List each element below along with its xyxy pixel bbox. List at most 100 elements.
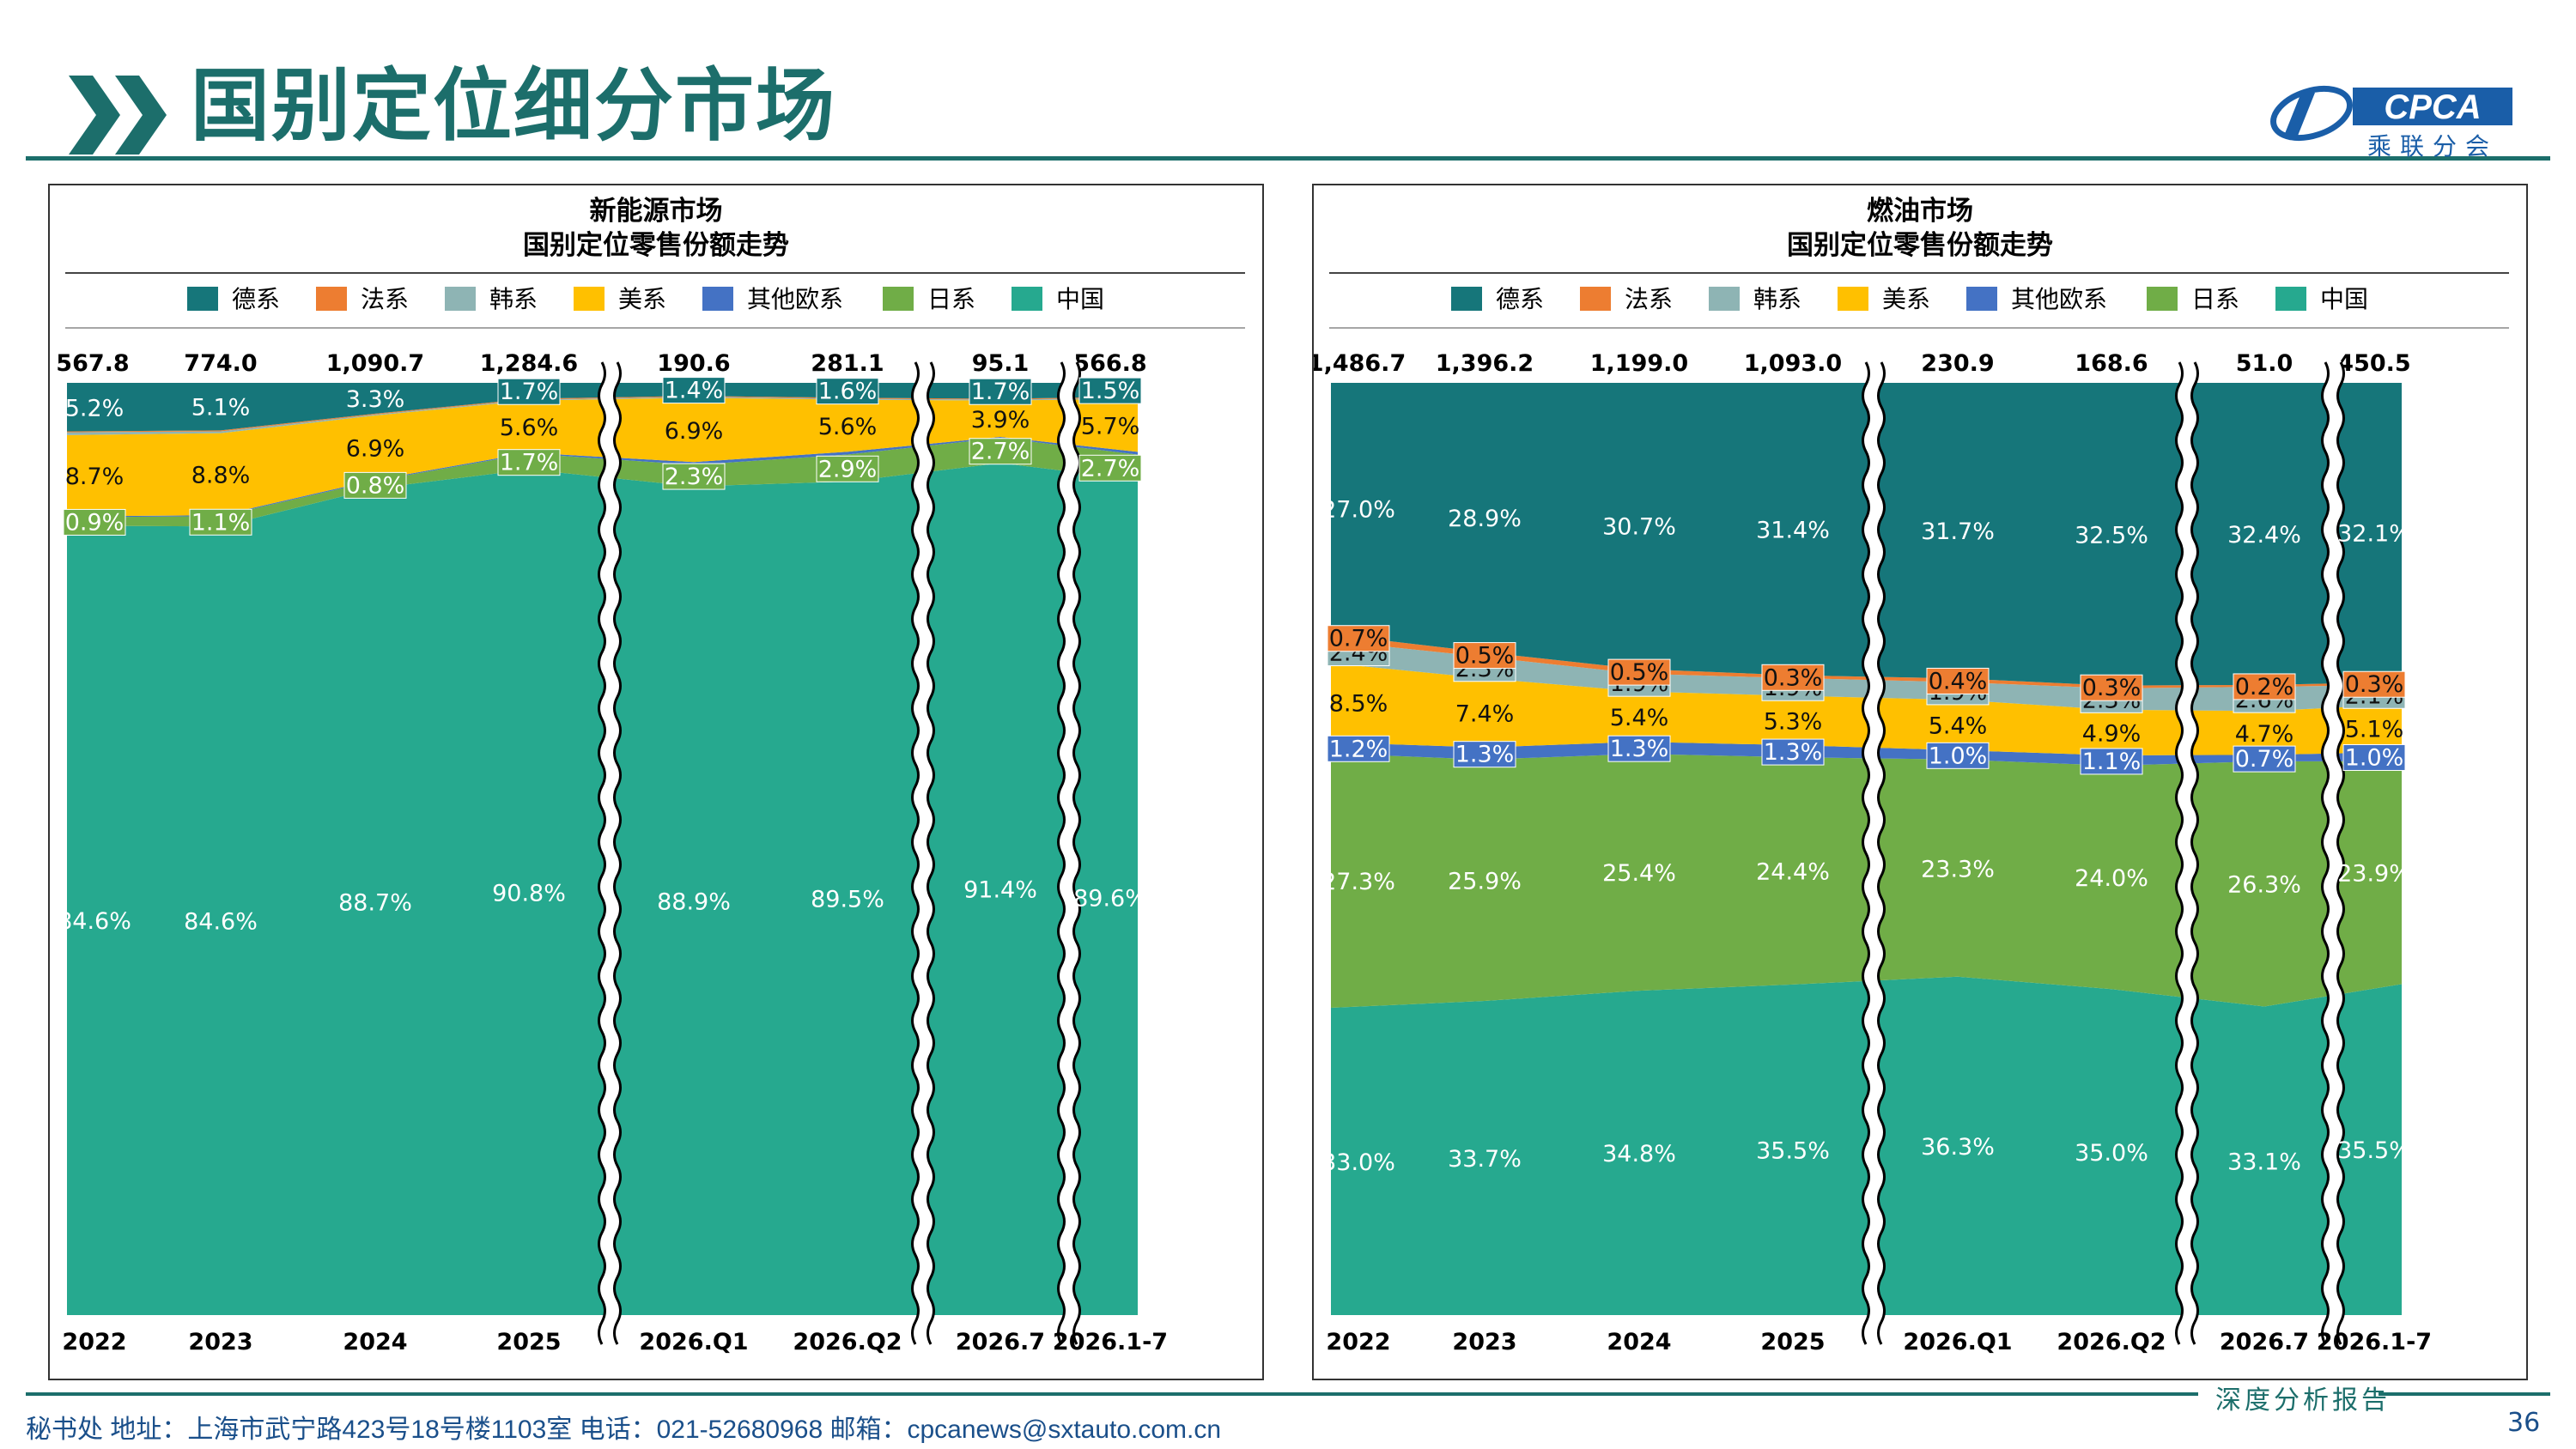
legend-label: 韩系 bbox=[1753, 285, 1801, 313]
axis-break-line bbox=[2190, 361, 2199, 1345]
data-label: 0.7% bbox=[2235, 746, 2294, 773]
data-label: 24.4% bbox=[1756, 858, 1830, 885]
total-label: 1,090.7 bbox=[326, 350, 424, 377]
data-label: 0.3% bbox=[2345, 671, 2404, 698]
data-label: 36.3% bbox=[1921, 1134, 1995, 1161]
label-box bbox=[1453, 642, 1516, 670]
chart-subtitle: 国别定位零售份额走势 bbox=[523, 230, 789, 261]
logo-text: CPCA bbox=[2384, 88, 2481, 126]
data-label: 0.5% bbox=[1455, 643, 1515, 670]
legend-swatch bbox=[316, 287, 347, 311]
x-tick-label: 2025 bbox=[1760, 1329, 1825, 1355]
data-label: 0.7% bbox=[1329, 626, 1388, 652]
legend-label: 日系 bbox=[927, 285, 975, 313]
axis-break-line bbox=[2321, 361, 2330, 1345]
total-label: 1,199.0 bbox=[1590, 350, 1688, 377]
total-label: 51.0 bbox=[2236, 350, 2293, 377]
data-label: 90.8% bbox=[492, 880, 566, 906]
data-label: 1.3% bbox=[1610, 736, 1669, 762]
label-box bbox=[1327, 735, 1390, 762]
data-label: 8.7% bbox=[65, 464, 125, 490]
label-box bbox=[969, 438, 1032, 465]
label-box bbox=[1607, 658, 1671, 686]
data-label: 35.5% bbox=[2337, 1137, 2411, 1164]
label-box bbox=[1327, 625, 1390, 652]
data-label: 89.6% bbox=[1073, 885, 1147, 912]
data-label: 2.9% bbox=[818, 456, 878, 482]
data-label: 30.7% bbox=[1602, 514, 1676, 541]
legend-label: 美系 bbox=[1882, 285, 1930, 313]
legend-swatch bbox=[702, 287, 733, 311]
legend-swatch bbox=[883, 287, 914, 311]
data-label: 35.5% bbox=[1756, 1137, 1830, 1164]
label-box bbox=[816, 378, 879, 405]
footer-contact: 秘书处 地址：上海市武宁路423号18号楼1103室 电话：021-526809… bbox=[26, 1416, 1222, 1444]
legend-swatch bbox=[187, 287, 218, 311]
data-label: 1.2% bbox=[1329, 736, 1388, 762]
data-label: 89.5% bbox=[811, 887, 884, 913]
label-box bbox=[1761, 664, 1825, 691]
x-tick-label: 2022 bbox=[1326, 1329, 1390, 1355]
data-label: 31.7% bbox=[1921, 518, 1995, 545]
total-label: 450.5 bbox=[2337, 350, 2410, 377]
label-box bbox=[1453, 741, 1516, 768]
label-box bbox=[662, 463, 726, 490]
data-label: 3.9% bbox=[971, 407, 1030, 433]
total-label: 1,486.7 bbox=[1314, 350, 1406, 377]
total-label: 168.6 bbox=[2075, 350, 2148, 377]
axis-break-line bbox=[1862, 361, 1870, 1345]
label-box bbox=[1926, 667, 1990, 694]
data-label: 5.1% bbox=[191, 395, 251, 421]
nev-chart-panel: 新能源市场 国别定位零售份额走势 德系 法系 韩系 美系 其他欧系 日系 中国 567.8 774.… bbox=[48, 184, 1264, 1380]
legend: 德系 法系 韩系 美系 其他欧系 日系 中国 bbox=[187, 285, 1104, 313]
chart-title: 新能源市场 bbox=[590, 196, 723, 227]
legend-label: 法系 bbox=[361, 285, 409, 313]
data-label: 0.4% bbox=[1929, 668, 1988, 694]
x-tick-label: 2026.Q1 bbox=[639, 1329, 748, 1355]
legend-swatch bbox=[1451, 287, 1482, 311]
axis-break-line bbox=[1877, 361, 1886, 1345]
data-label: 1.6% bbox=[818, 379, 878, 405]
data-label: 26.3% bbox=[2227, 872, 2301, 899]
label-box bbox=[497, 378, 561, 405]
label-box bbox=[1761, 738, 1825, 766]
x-tick-label: 2024 bbox=[343, 1329, 407, 1355]
x-tick-label: 2024 bbox=[1607, 1329, 1671, 1355]
axis-break-line bbox=[2336, 361, 2345, 1345]
legend-label: 其他欧系 bbox=[747, 285, 843, 313]
data-label: 32.4% bbox=[2227, 522, 2301, 549]
footer-divider bbox=[26, 1392, 2198, 1396]
data-label: 1.4% bbox=[665, 378, 724, 404]
data-label: 5.1% bbox=[2345, 716, 2404, 743]
data-label: 5.7% bbox=[1081, 413, 1140, 440]
data-label: 23.9% bbox=[2337, 861, 2411, 888]
data-label: 25.9% bbox=[1448, 868, 1522, 894]
legend-label: 中国 bbox=[2320, 285, 2368, 313]
data-label: 33.0% bbox=[1321, 1149, 1395, 1176]
data-label: 1.0% bbox=[1929, 743, 1988, 769]
data-label: 33.1% bbox=[2227, 1149, 2301, 1175]
legend-swatch bbox=[2275, 287, 2306, 311]
label-box bbox=[343, 471, 407, 499]
legend-swatch bbox=[1838, 287, 1868, 311]
data-label: 0.5% bbox=[1610, 659, 1669, 686]
data-label: 27.3% bbox=[1321, 869, 1395, 895]
legend-swatch bbox=[574, 287, 605, 311]
label-box bbox=[2233, 745, 2296, 773]
data-label: 1.5% bbox=[1081, 378, 1140, 404]
legend-label: 其他欧系 bbox=[2011, 285, 2107, 313]
legend-label: 美系 bbox=[618, 285, 666, 313]
total-label: 1,396.2 bbox=[1436, 350, 1534, 377]
total-label: 1,093.0 bbox=[1744, 350, 1842, 377]
label-box bbox=[2080, 748, 2143, 775]
data-label: 1.7% bbox=[500, 450, 559, 476]
total-label: 567.8 bbox=[56, 350, 129, 377]
legend-label: 德系 bbox=[232, 285, 280, 313]
data-label: 91.4% bbox=[963, 877, 1037, 904]
data-label: 5.4% bbox=[1929, 713, 1988, 740]
data-label: 0.3% bbox=[1764, 664, 1823, 691]
data-label: 31.4% bbox=[1756, 517, 1830, 543]
data-label: 35.0% bbox=[2075, 1140, 2148, 1167]
report-label: 深度分析报告 bbox=[2215, 1385, 2391, 1416]
